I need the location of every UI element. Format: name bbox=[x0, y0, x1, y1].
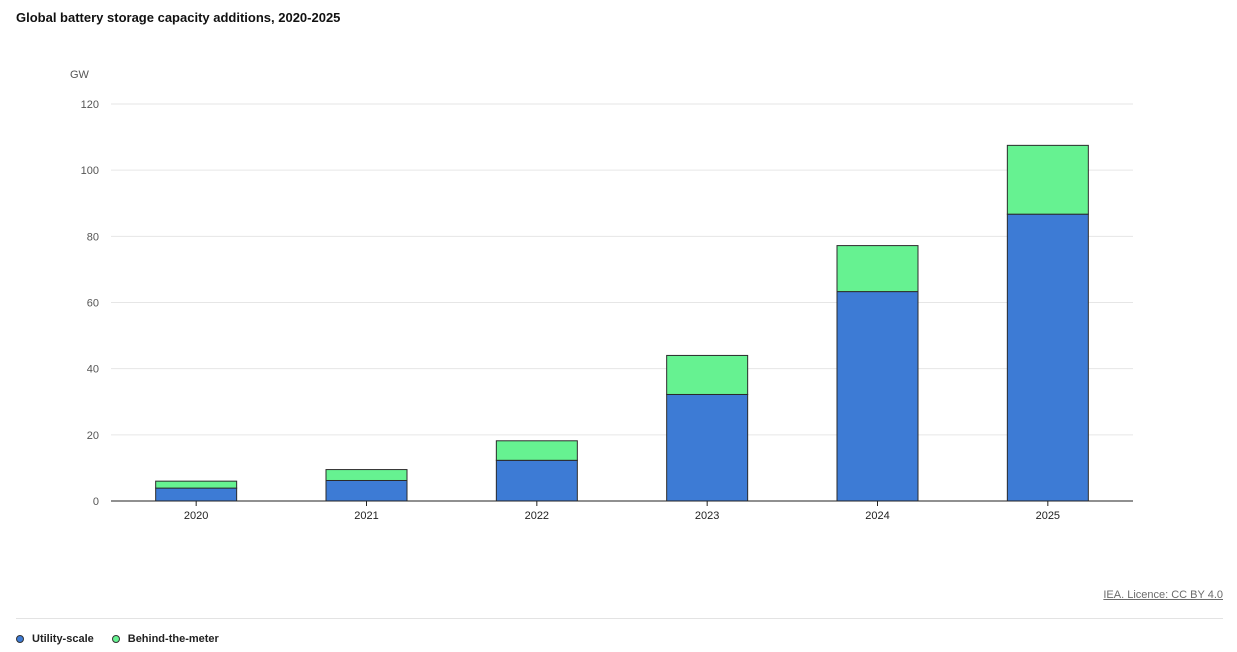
x-axis-ticks: 2020 2021 2022 2023 2024 2025 bbox=[184, 501, 1060, 522]
y-axis-unit-label: GW bbox=[70, 69, 90, 81]
legend-item-utility-scale[interactable]: Utility-scale bbox=[16, 633, 94, 645]
x-tick-label: 2024 bbox=[865, 510, 889, 522]
x-tick-label: 2025 bbox=[1036, 510, 1060, 522]
legend-item-behind-the-meter[interactable]: Behind-the-meter bbox=[111, 633, 219, 645]
bar-2024-behind-the-meter[interactable] bbox=[836, 245, 919, 293]
y-tick-label: 120 bbox=[81, 99, 99, 111]
bar-2020-utility-scale[interactable] bbox=[155, 487, 238, 502]
y-tick-label: 80 bbox=[87, 231, 99, 243]
y-tick-label: 60 bbox=[87, 298, 99, 310]
y-tick-label: 100 bbox=[81, 165, 99, 177]
legend-label-utility-scale: Utility-scale bbox=[32, 633, 94, 645]
bar-2025-behind-the-meter[interactable] bbox=[1006, 144, 1089, 215]
x-tick-label: 2020 bbox=[184, 510, 208, 522]
bar-2022-utility-scale[interactable] bbox=[495, 459, 578, 502]
legend-label-behind-the-meter: Behind-the-meter bbox=[127, 633, 219, 645]
y-tick-label: 20 bbox=[87, 430, 99, 442]
x-tick-label: 2021 bbox=[354, 510, 378, 522]
y-axis-ticks: 0 20 40 60 80 100 120 bbox=[81, 99, 99, 508]
bar-2021-utility-scale[interactable] bbox=[325, 479, 408, 502]
gridlines bbox=[111, 103, 1133, 436]
bar-2020-behind-the-meter[interactable] bbox=[155, 480, 238, 489]
legend: Utility-scale Behind-the-meter bbox=[16, 633, 237, 645]
legend-swatch-utility-scale bbox=[16, 635, 24, 643]
x-tick-label: 2023 bbox=[695, 510, 719, 522]
source-link[interactable]: IEA. Licence: CC BY 4.0 bbox=[1103, 589, 1223, 601]
bar-2023-utility-scale[interactable] bbox=[666, 393, 749, 502]
bars bbox=[155, 144, 1089, 502]
footer-divider bbox=[16, 618, 1223, 619]
bar-2021-behind-the-meter[interactable] bbox=[325, 469, 408, 481]
bar-2022-behind-the-meter[interactable] bbox=[495, 440, 578, 461]
bar-2025-utility-scale[interactable] bbox=[1006, 213, 1089, 502]
x-tick-label: 2022 bbox=[525, 510, 549, 522]
chart-title: Global battery storage capacity addition… bbox=[16, 10, 341, 25]
bar-2023-behind-the-meter[interactable] bbox=[666, 354, 749, 395]
legend-swatch-behind-the-meter bbox=[111, 635, 120, 643]
y-tick-label: 40 bbox=[87, 364, 99, 376]
bar-2024-utility-scale[interactable] bbox=[836, 291, 919, 502]
y-tick-label: 0 bbox=[93, 496, 99, 508]
